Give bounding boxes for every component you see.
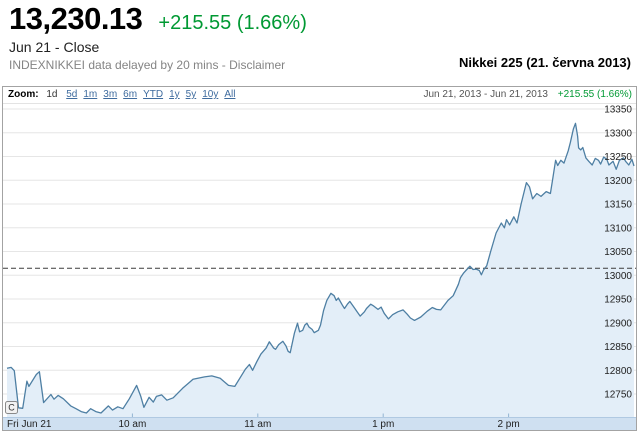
chart-widget: Zoom: 1d 5d 1m 3m 6m YTD 1y 5y 10y All Jun 21, 2… [2,86,637,431]
zoom-range-1y[interactable]: 1y [169,89,180,100]
zoom-range-all[interactable]: All [224,89,236,100]
y-axis-label: 13050 [604,247,632,258]
zoom-range-1m[interactable]: 1m [83,89,98,100]
zoom-range-5y[interactable]: 5y [185,89,197,100]
price-line [6,122,635,414]
x-axis-label: 10 am [119,419,147,430]
y-axis-label: 13250 [604,152,632,163]
open-flag-box[interactable] [5,401,18,414]
data-delay-note: INDEXNIKKEI data delayed by 20 mins - Di… [9,58,285,72]
x-axis-label: Fri Jun 21 [7,419,52,430]
y-axis-label: 13300 [604,128,632,139]
range-change: +215.55 (1.66%) [557,89,632,100]
quote-header: 13,230.13 +215.55 (1.66%) [9,1,307,37]
y-axis-label: 13150 [604,200,632,211]
disclaimer-link[interactable]: Disclaimer [229,58,286,72]
data-delay-text: INDEXNIKKEI data delayed by 20 mins - [9,58,226,72]
zoom-range-5d[interactable]: 5d [66,89,78,100]
y-axis-label: 13350 [604,105,632,116]
y-axis-label: 13200 [604,176,632,187]
chart-toolbar: Zoom: 1d 5d 1m 3m 6m YTD 1y 5y 10y All Jun 21, 2… [3,87,636,104]
date-range: Jun 21, 2013 - Jun 21, 2013 [423,89,548,100]
y-axis-label: 12950 [604,295,632,306]
zoom-range-10y[interactable]: 10y [202,89,219,100]
price-area-fill [7,123,634,418]
zoom-range-6m[interactable]: 6m [123,89,138,100]
x-axis-tick [131,413,133,417]
x-axis-label: 11 am [244,419,271,430]
y-axis-label: 12850 [604,342,632,353]
quote-date-status: Jun 21 - Close [9,39,100,55]
y-axis-label: 13000 [604,271,632,282]
y-axis-label: 12800 [604,366,632,377]
price-change: +215.55 (1.66%) [158,12,307,34]
x-axis-tick [257,413,259,417]
open-flag-marker[interactable]: C [5,401,18,414]
x-axis-tick [508,413,510,417]
x-axis-label: 2 pm [497,419,519,430]
time-axis-strip [3,417,636,430]
y-axis-label: 13100 [604,223,632,234]
zoom-label: Zoom: [8,89,39,100]
toolbar-right: Jun 21, 2013 - Jun 21, 2013 +215.55 (1.6… [423,87,632,103]
open-flag-letter: C [8,403,15,413]
chart-caption-title: Nikkei 225 (21. června 2013) [458,55,631,70]
zoom-range-3m[interactable]: 3m [103,89,118,100]
x-axis-label: 1 pm [372,419,394,430]
y-axis-label: 12900 [604,318,632,329]
y-axis-label: 12750 [604,390,632,401]
zoom-range-links: 5d 1m 3m 6m YTD 1y 5y 10y All [66,89,241,100]
zoom-range-1d-selected[interactable]: 1d [46,89,58,100]
zoom-range-ytd[interactable]: YTD [143,89,164,100]
price-chart-plot[interactable]: 13350 13300 13250 13200 13150 13100 13050 13000… [3,104,636,430]
last-price: 13,230.13 [9,1,143,36]
x-axis-tick [382,413,384,417]
